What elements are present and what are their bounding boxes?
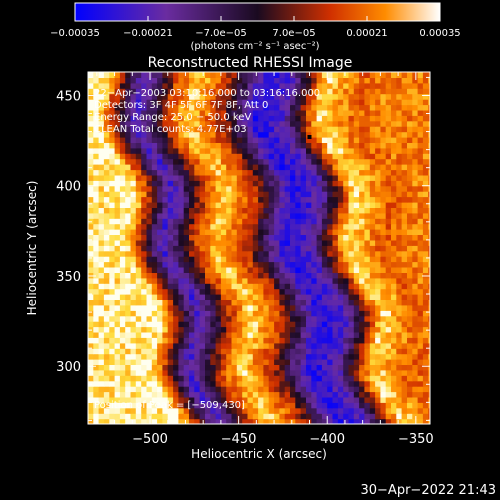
y-axis-label: Heliocentric Y (arcsec) (25, 181, 39, 316)
x-tick-label: −400 (309, 432, 345, 447)
chart-title: Reconstructed RHESSI Image (148, 55, 353, 71)
peak-position-label: Position of Peak = [−509,430] (94, 400, 245, 411)
colorbar-unit-label: (photons cm⁻² s⁻¹ asec⁻²) (190, 41, 319, 52)
plot-frame (87, 71, 431, 425)
colorbar-ticks: −0.00035 −0.00021 −7.0e−05 7.0e−05 0.00021 0.… (50, 16, 461, 39)
y-tick-label: 300 (56, 360, 81, 375)
colorbar-tick-label: −0.00035 (50, 28, 100, 39)
x-axis-label: Heliocentric X (arcsec) (191, 447, 327, 461)
colorbar-tick-label: 0.00021 (346, 28, 387, 39)
x-axis-ticks: −500 −450 −400 −350 (96, 72, 434, 447)
peak-marker (307, 135, 312, 139)
x-tick-label: −450 (221, 432, 257, 447)
annotation-counts: CLEAN Total counts: 4.77E+03 (94, 124, 247, 135)
y-tick-label: 350 (56, 270, 81, 285)
colorbar-tick-label: 0.00035 (419, 28, 460, 39)
colorbar-tick-label: −7.0e−05 (195, 28, 247, 39)
annotation-energy: Energy Range: 25.0 − 50.0 keV (94, 112, 251, 123)
colorbar-tick-label: 7.0e−05 (272, 28, 315, 39)
colorbar-tick-label: −0.00021 (123, 28, 173, 39)
annotation-detectors: Detectors: 3F 4F 5F 6F 7F 8F, Att 0 (94, 100, 268, 111)
y-tick-label: 400 (56, 180, 81, 195)
heatmap-image (88, 72, 430, 424)
y-tick-label: 450 (56, 89, 81, 104)
footer-timestamp: 30−Apr−2022 21:43 (361, 483, 497, 498)
annotation-time: 22−Apr−2003 03:10:16.000 to 03:16:16.000 (94, 88, 320, 99)
x-tick-label: −350 (398, 432, 434, 447)
colorbar (74, 2, 441, 22)
x-tick-label: −500 (132, 432, 168, 447)
y-axis-ticks: 300 350 400 450 (56, 76, 430, 421)
